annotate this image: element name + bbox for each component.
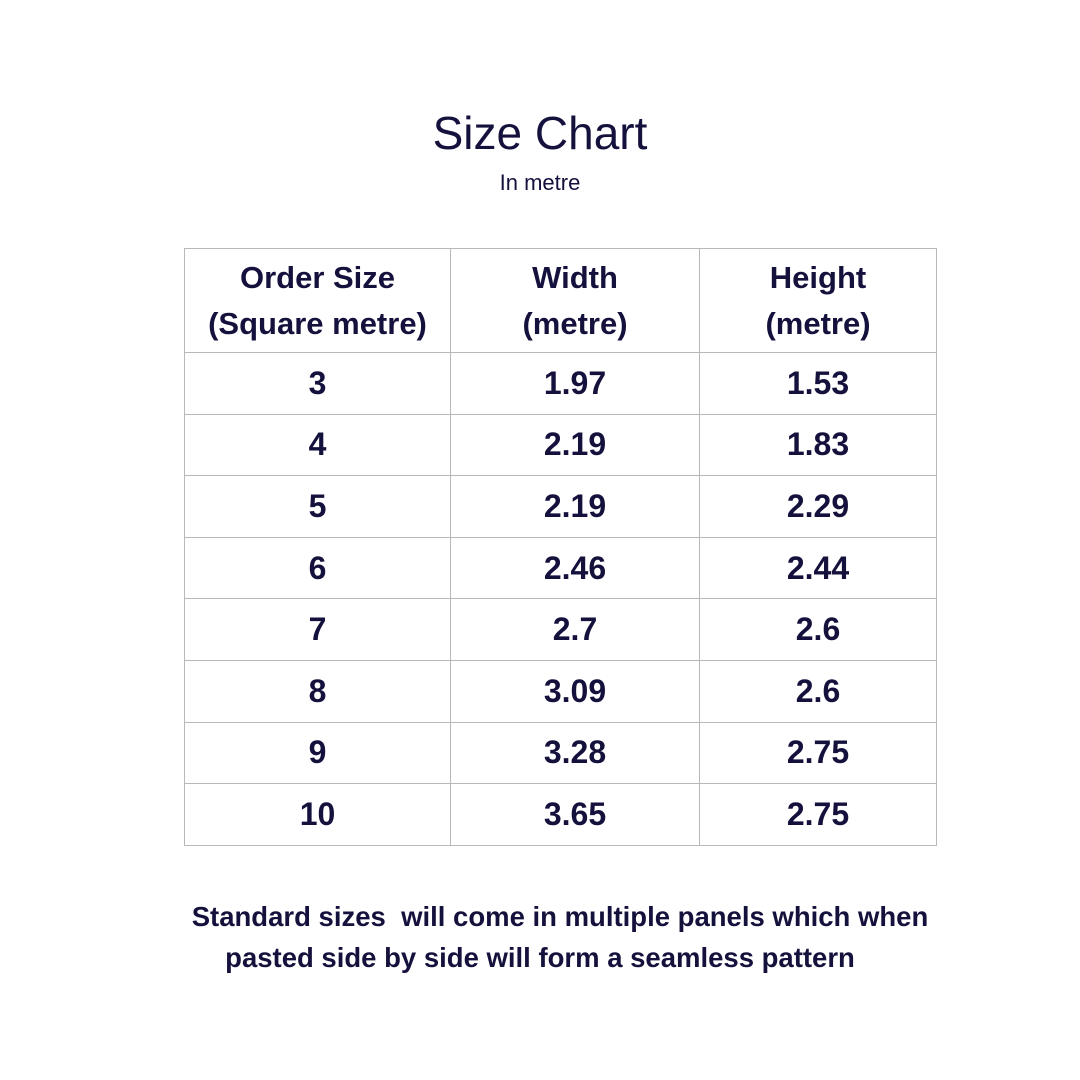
table-row: 7 2.7 2.6 <box>184 598 937 661</box>
cell-width: 2.19 <box>450 475 700 538</box>
table-row: 3 1.97 1.53 <box>184 352 937 415</box>
cell-width: 3.65 <box>450 783 700 846</box>
table-row: 5 2.19 2.29 <box>184 475 937 538</box>
header-line: (metre) <box>765 305 871 341</box>
cell-width: 3.09 <box>450 659 700 723</box>
footer-line: Standard sizes will come in multiple pan… <box>191 901 929 932</box>
cell-order-size: 7 <box>184 598 451 661</box>
table-row: 10 3.65 2.75 <box>184 783 937 846</box>
header-line: (Square metre) <box>208 305 427 341</box>
size-table: Order Size (Square metre) Width (metre) He… <box>184 248 937 846</box>
footer-line: pasted side by side will form a seamless… <box>225 942 855 973</box>
cell-height: 2.75 <box>699 783 937 846</box>
cell-order-size: 3 <box>184 352 451 415</box>
cell-width: 2.7 <box>450 598 700 661</box>
cell-order-size: 5 <box>184 475 451 538</box>
header-line: (metre) <box>522 305 628 341</box>
cell-height: 2.6 <box>699 659 937 723</box>
cell-height: 2.29 <box>699 475 937 538</box>
table-row: 6 2.46 2.44 <box>184 536 937 600</box>
cell-height: 2.6 <box>699 598 937 661</box>
cell-height: 1.83 <box>699 413 937 477</box>
page-subtitle: In metre <box>499 170 581 195</box>
cell-order-size: 10 <box>184 783 451 846</box>
header-line: Width <box>532 259 618 295</box>
cell-height: 1.53 <box>699 352 937 415</box>
cell-height: 2.75 <box>699 721 937 785</box>
cell-order-size: 6 <box>184 536 451 600</box>
header-height: Height (metre) <box>699 248 937 353</box>
cell-width: 2.19 <box>450 413 700 477</box>
table-row: 8 3.09 2.6 <box>184 659 937 723</box>
cell-width: 3.28 <box>450 721 700 785</box>
footer-note: Standard sizes will come in multiple pan… <box>0 896 1080 978</box>
header-width: Width (metre) <box>450 248 700 353</box>
header-order-size: Order Size (Square metre) <box>184 248 451 353</box>
cell-order-size: 8 <box>184 659 451 723</box>
cell-order-size: 4 <box>184 413 451 477</box>
cell-order-size: 9 <box>184 721 451 785</box>
table-row: 4 2.19 1.83 <box>184 413 937 477</box>
table-body: 3 1.97 1.53 4 2.19 1.83 5 2.19 2.29 6 2.46 2.44 7 2.7… <box>184 352 937 846</box>
header-line: Height <box>769 259 867 295</box>
header-line: Order Size <box>239 259 396 295</box>
table-header-row: Order Size (Square metre) Width (metre) He… <box>184 248 937 353</box>
page-title: Size Chart <box>432 107 648 159</box>
cell-height: 2.44 <box>699 536 937 600</box>
cell-width: 1.97 <box>450 352 700 415</box>
cell-width: 2.46 <box>450 536 700 600</box>
table-row: 9 3.28 2.75 <box>184 721 937 785</box>
